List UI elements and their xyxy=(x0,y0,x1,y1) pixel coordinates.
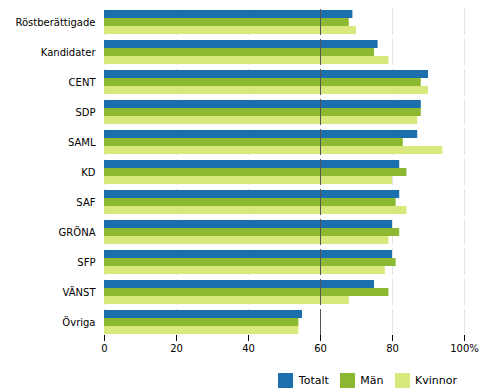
svg-text:80: 80 xyxy=(386,343,399,354)
html-text:Totalt: Totalt xyxy=(298,374,329,387)
html-text:Kvinnor: Kvinnor xyxy=(415,374,457,387)
svg-text:GRÖNA: GRÖNA xyxy=(59,226,96,238)
svg-text:Röstberättigade: Röstberättigade xyxy=(15,17,95,28)
svg-text:VÄNST: VÄNST xyxy=(63,286,97,298)
html-text:Män: Män xyxy=(360,374,384,387)
svg-text:20: 20 xyxy=(170,343,183,354)
svg-text:CENT: CENT xyxy=(69,77,97,88)
svg-text:Kandidater: Kandidater xyxy=(41,47,97,58)
svg-text:60: 60 xyxy=(314,343,327,354)
svg-text:0: 0 xyxy=(101,343,107,354)
svg-text:100%: 100% xyxy=(450,343,479,354)
svg-text:40: 40 xyxy=(242,343,255,354)
svg-text:KD: KD xyxy=(81,167,96,178)
svg-text:SAML: SAML xyxy=(68,137,96,148)
svg-text:SFP: SFP xyxy=(77,257,95,268)
svg-text:Övriga: Övriga xyxy=(62,316,95,328)
svg-text:SDP: SDP xyxy=(75,107,95,118)
svg-text:SAF: SAF xyxy=(76,197,95,208)
